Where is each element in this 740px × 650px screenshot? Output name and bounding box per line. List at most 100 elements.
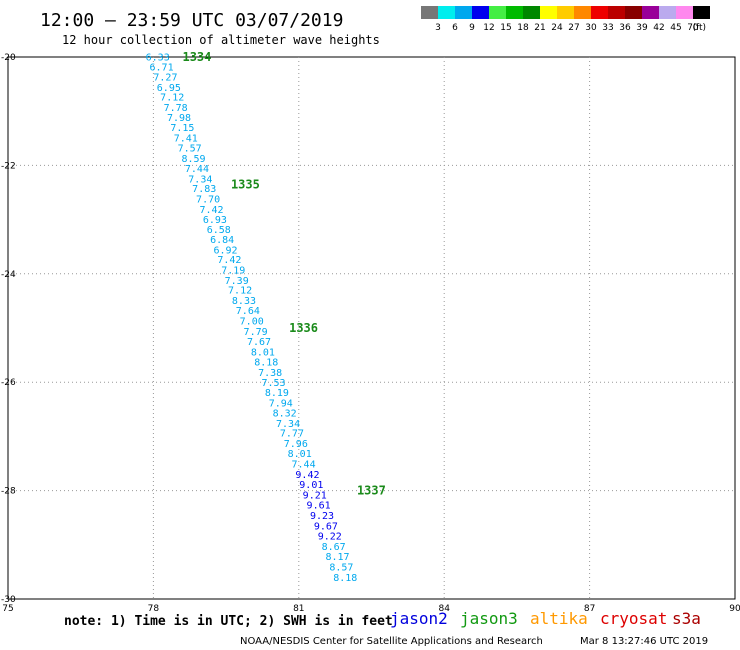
legend-label: 18 xyxy=(517,23,529,33)
swh-value: 6.84 xyxy=(210,235,234,246)
swh-value: 6.95 xyxy=(157,83,181,94)
satellite-jason3: jason3 xyxy=(460,609,518,628)
satellite-jason2: jason2 xyxy=(390,609,448,628)
legend-swatch xyxy=(574,6,591,19)
swh-value: 8.17 xyxy=(325,552,349,563)
legend-swatch xyxy=(676,6,693,19)
swh-value: 7.34 xyxy=(188,174,212,185)
swh-value: 7.67 xyxy=(247,337,271,348)
swh-value: 7.19 xyxy=(221,266,245,277)
swh-value: 6.92 xyxy=(213,245,237,256)
legend-swatch xyxy=(472,6,489,19)
swh-value: 7.77 xyxy=(280,429,304,440)
swh-value: 7.42 xyxy=(217,255,241,266)
swh-value: 7.53 xyxy=(261,378,285,389)
swh-value: 7.78 xyxy=(164,103,188,114)
swh-value: 7.79 xyxy=(244,327,268,338)
swh-value: 7.15 xyxy=(170,123,194,134)
swh-value: 6.93 xyxy=(203,215,227,226)
legend-unit: (ft) xyxy=(692,23,706,33)
legend-label: 12 xyxy=(483,23,494,33)
legend-swatch xyxy=(523,6,540,19)
satellite-altika: altika xyxy=(530,609,588,628)
swh-value: 6.33 xyxy=(146,53,170,64)
swh-value: 9.21 xyxy=(303,490,327,501)
pass-number: 1335 xyxy=(231,177,260,191)
pass-number: 1336 xyxy=(289,321,318,335)
footer-org: NOAA/NESDIS Center for Satellite Applica… xyxy=(240,636,543,647)
swh-value: 8.18 xyxy=(333,573,357,584)
legend-swatch xyxy=(506,6,523,19)
x-tick-label: 81 xyxy=(293,604,304,614)
swh-value: 7.44 xyxy=(292,460,316,471)
legend-label: 30 xyxy=(585,23,597,33)
swh-value: 7.38 xyxy=(258,368,282,379)
pass-labels: 1334 1335 1336 1337 xyxy=(182,50,385,498)
swh-value: 9.01 xyxy=(299,480,323,491)
legend-label: 36 xyxy=(619,23,631,33)
swh-value: 8.01 xyxy=(251,347,275,358)
swh-value: 8.57 xyxy=(329,563,353,574)
swh-value: 9.67 xyxy=(314,521,338,532)
swh-value: 8.19 xyxy=(265,388,289,399)
pass-number: 1337 xyxy=(357,484,386,498)
legend-label: 9 xyxy=(469,23,475,33)
x-tick-label: 87 xyxy=(584,604,595,614)
x-tick-label: 84 xyxy=(438,604,450,614)
legend-swatch xyxy=(591,6,608,19)
swh-value: 7.00 xyxy=(240,316,264,327)
pass-number: 1334 xyxy=(182,50,211,64)
legend-swatch xyxy=(557,6,574,19)
swh-value: 7.57 xyxy=(178,144,202,155)
map-subtitle: 12 hour collection of altimeter wave hei… xyxy=(62,33,380,47)
legend-label: 15 xyxy=(500,23,511,33)
y-tick-label: -20 xyxy=(1,53,16,63)
swh-value: 7.41 xyxy=(174,133,198,144)
swh-value: 7.34 xyxy=(276,419,300,430)
legend-swatch xyxy=(693,6,710,19)
legend-label: 6 xyxy=(452,23,458,33)
x-tick-label: 90 xyxy=(729,604,740,614)
swh-value: 6.58 xyxy=(207,225,231,236)
swh-value: 9.23 xyxy=(310,511,334,522)
legend-label: 3 xyxy=(435,23,441,33)
swh-value: 9.22 xyxy=(318,532,342,543)
x-tick-label: 75 xyxy=(2,604,13,614)
swh-value: 8.32 xyxy=(273,409,297,420)
swh-value: 7.12 xyxy=(160,93,184,104)
note-text: note: 1) Time is in UTC; 2) SWH is in fe… xyxy=(64,614,393,629)
swh-value: 7.12 xyxy=(228,286,252,297)
x-tick-label: 78 xyxy=(148,604,160,614)
y-tick-label: -24 xyxy=(1,270,16,280)
swh-value: 8.59 xyxy=(182,154,206,165)
color-legend: 3 6 9 12 15 18 21 24 27 30 33 36 39 42 45 70(ft) xyxy=(421,6,710,33)
map-title: 12:00 — 23:59 UTC 03/07/2019 xyxy=(40,10,343,31)
y-tick-label: -26 xyxy=(1,378,16,388)
swh-value: 6.71 xyxy=(150,62,174,73)
legend-swatch xyxy=(489,6,506,19)
legend-label: 21 xyxy=(534,23,545,33)
satellite-legend: jason2 jason3 altika cryosat s3a xyxy=(390,609,701,628)
swh-value: 9.42 xyxy=(295,470,319,481)
swh-value: 7.44 xyxy=(185,164,209,175)
satellite-s3a: s3a xyxy=(672,609,701,628)
swh-value: 7.70 xyxy=(196,195,220,206)
plot-frame xyxy=(7,56,736,600)
y-tick-label: -22 xyxy=(1,161,16,171)
swh-value: 8.01 xyxy=(288,449,312,460)
swh-value: 8.33 xyxy=(232,296,256,307)
legend-swatch xyxy=(608,6,625,19)
swh-value: 7.98 xyxy=(167,113,191,124)
legend-label: 70 xyxy=(687,23,699,33)
legend-label: 42 xyxy=(653,23,664,33)
y-tick-label: -30 xyxy=(1,595,16,605)
legend-label: 27 xyxy=(568,23,579,33)
legend-swatch xyxy=(659,6,676,19)
legend-swatch xyxy=(421,6,438,19)
swh-value: 7.96 xyxy=(284,439,308,450)
legend-label: 39 xyxy=(636,23,648,33)
swh-value: 7.39 xyxy=(225,276,249,287)
legend-label: 24 xyxy=(551,23,563,33)
legend-swatch xyxy=(625,6,642,19)
